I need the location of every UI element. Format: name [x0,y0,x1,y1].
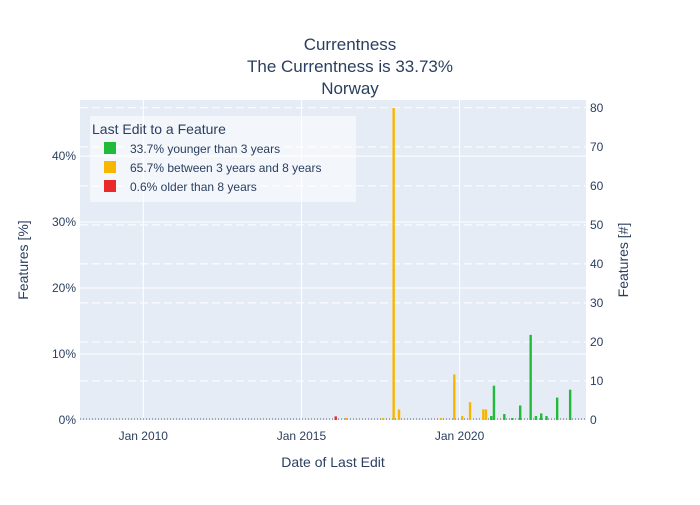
bars-layer [334,107,572,420]
bar-1-4 [439,418,443,420]
legend-swatch-younger [104,142,116,154]
bar-1-1 [381,418,385,420]
bar-2-7 [540,413,543,420]
x-tick-label-1: Jan 2015 [277,429,327,443]
bar-2-0 [490,416,493,420]
chart-title-line-1: Currentness [304,35,397,54]
bar-2-10 [568,389,572,420]
bar-1-6 [461,416,464,420]
bar-2-9 [555,397,559,420]
y-left-tick-label-2: 20% [52,281,76,295]
bar-1-2 [392,107,395,420]
bar-1-0 [345,418,348,420]
bar-2-1 [492,385,496,420]
bar-2-5 [529,334,532,420]
bar-2-4 [518,405,522,420]
legend: Last Edit to a Feature 33.7% younger tha… [90,116,356,202]
x-tick-label-0: Jan 2010 [119,429,169,443]
bar-1-3 [397,409,401,420]
y-right-tick-label-1: 10 [590,374,604,388]
bar-2-2 [503,414,506,420]
x-axis-label: Date of Last Edit [281,454,385,470]
y-right-tick-label-6: 60 [590,179,604,193]
bar-1-9 [484,409,488,420]
y-right-tick-label-2: 20 [590,335,604,349]
y-right-tick-label-3: 30 [590,296,604,310]
legend-swatch-between [104,161,116,173]
bar-1-5 [453,374,456,420]
y-left-tick-label-1: 10% [52,347,76,361]
y-right-tick-label-8: 80 [590,101,604,115]
bar-0-0 [334,416,337,420]
y-right-tick-label-0: 0 [590,413,597,427]
legend-title: Last Edit to a Feature [92,121,226,137]
legend-swatch-older [104,180,116,192]
bar-1-8 [482,409,485,420]
chart-title-line-3: Norway [321,79,379,98]
legend-box [90,116,356,202]
y-axis-right-label: Features [#] [615,223,631,298]
y-left-tick-label-3: 30% [52,215,76,229]
legend-item-older: 0.6% older than 8 years [130,180,257,194]
x-tick-label-2: Jan 2020 [435,429,485,443]
bar-2-3 [511,418,514,420]
y-left-tick-label-4: 40% [52,149,76,163]
bar-2-8 [545,416,548,420]
y-right-tick-label-7: 70 [590,140,604,154]
chart-title-line-2: The Currentness is 33.73% [247,57,453,76]
bar-1-7 [468,402,472,420]
legend-item-between: 65.7% between 3 years and 8 years [130,161,321,175]
y-right-tick-label-5: 50 [590,218,604,232]
legend-item-younger: 33.7% younger than 3 years [130,142,280,156]
bar-2-6 [534,416,538,420]
axis-layer: 0% 10% 20% 30% 40% 0 10 20 30 40 50 60 70 80 Jan 2010 J… [52,101,604,443]
y-axis-left-label: Features [%] [15,220,31,299]
y-left-tick-label-0: 0% [59,413,77,427]
y-right-tick-label-4: 40 [590,257,604,271]
